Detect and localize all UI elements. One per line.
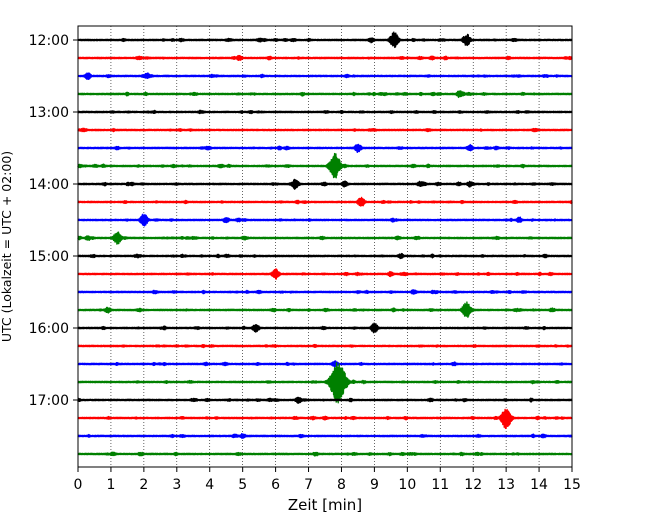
trace-line — [77, 54, 573, 61]
x-tick-label: 7 — [304, 477, 313, 493]
x-tick-label: 4 — [205, 477, 214, 493]
trace-line — [77, 90, 573, 99]
trace-line — [77, 322, 573, 334]
trace-line — [77, 152, 573, 179]
trace-line — [77, 72, 573, 80]
y-tick-label: 12:00 — [29, 33, 69, 49]
x-tick-label: 14 — [530, 477, 548, 493]
trace-line — [77, 360, 573, 368]
trace-line — [77, 231, 573, 245]
trace-line — [77, 196, 573, 207]
y-tick-label: 15:00 — [29, 249, 69, 265]
x-axis: 0 1 2 3 4 5 6 7 8 9 10 11 12 13 14 15 — [74, 467, 581, 493]
trace-line — [77, 109, 573, 115]
trace-line — [77, 213, 573, 227]
trace-line — [77, 451, 573, 457]
y-tick-label: 14:00 — [29, 177, 69, 193]
x-tick-label: 15 — [563, 477, 581, 493]
trace-line — [77, 396, 573, 404]
x-tick-label: 5 — [238, 477, 247, 493]
trace-line — [77, 408, 573, 430]
trace-line — [77, 433, 573, 439]
x-tick-label: 2 — [139, 477, 148, 493]
y-axis-title: UTC (Lokalzeit = UTC + 02:00) — [0, 151, 14, 342]
y-tick-label: 17:00 — [29, 393, 69, 409]
x-tick-label: 6 — [271, 477, 280, 493]
trace-line — [77, 362, 573, 404]
trace-line — [77, 127, 573, 133]
y-tick-label: 13:00 — [29, 105, 69, 121]
x-axis-title: Zeit [min] — [288, 496, 362, 514]
seismic-traces — [77, 31, 573, 457]
trace-line — [77, 178, 573, 190]
trace-line — [77, 268, 573, 280]
trace-line — [77, 343, 573, 349]
trace-line — [77, 289, 573, 295]
x-tick-label: 9 — [370, 477, 379, 493]
x-tick-label: 3 — [172, 477, 181, 493]
x-tick-label: 1 — [106, 477, 115, 493]
trace-line — [77, 301, 573, 318]
y-tick-label: 16:00 — [29, 321, 69, 337]
trace-line — [77, 143, 573, 153]
x-tick-label: 13 — [497, 477, 515, 493]
x-tick-label: 11 — [431, 477, 449, 493]
x-tick-label: 10 — [398, 477, 416, 493]
x-tick-label: 8 — [337, 477, 346, 493]
trace-line — [77, 31, 573, 49]
y-axis: 12:00 13:00 14:00 15:00 16:00 17:00 — [29, 33, 78, 409]
x-tick-label: 0 — [74, 477, 83, 493]
x-tick-label: 12 — [464, 477, 482, 493]
trace-line — [77, 252, 573, 260]
plot-frame — [77, 25, 573, 468]
